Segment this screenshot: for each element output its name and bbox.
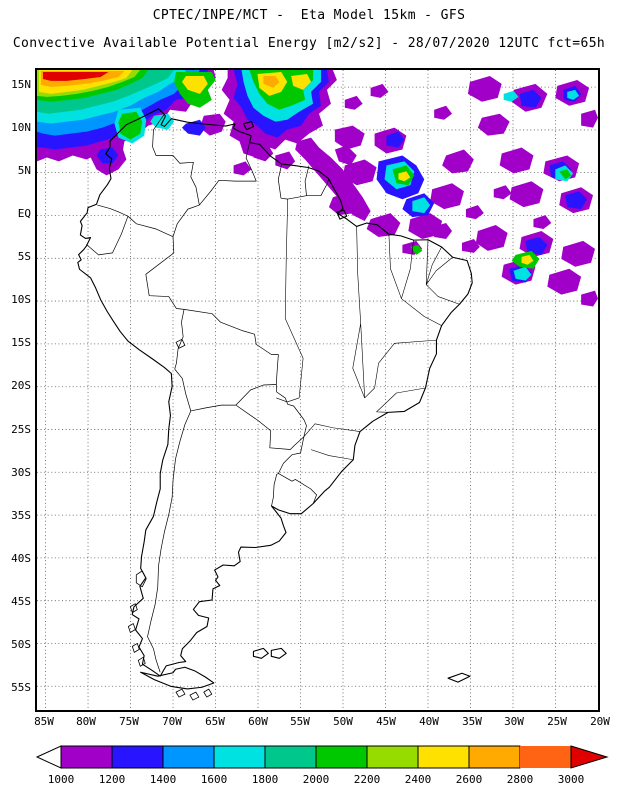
colorbar-cell [264,745,317,769]
colorbar-cell [213,745,266,769]
colorbar-tick-label: 2000 [302,773,330,786]
lat-tick-label: 5N [17,164,31,177]
lat-tick-label: 35S [11,509,31,522]
colorbar-cell [162,745,215,769]
colorbar-tick-label: 1000 [47,773,75,786]
south-america-coastline [77,108,473,677]
lat-tick-label: 15N [11,78,31,91]
lon-tick-label: 20W [590,715,610,728]
lon-tick-label: 25W [547,715,567,728]
lat-tick-label: 10S [11,293,31,306]
lat-tick-label: 25S [11,423,31,436]
marajo-island-outline [336,209,348,220]
lon-tick-label: 35W [462,715,482,728]
cape-contour-region [42,71,109,81]
map-frame [35,68,600,712]
south-georgia-outline [447,672,471,683]
colorbar-tick-label: 2200 [353,773,381,786]
lon-tick-label: 65W [205,715,225,728]
colorbar-tick-label: 2800 [506,773,534,786]
colorbar-cell [417,745,470,769]
colorbar-canvas [35,745,609,769]
cape-contour-region [37,70,580,281]
colorbar-tick-label: 1800 [251,773,279,786]
lon-tick-label: 50W [333,715,353,728]
falkland-islands-outline [252,647,287,659]
colorbar-cell [60,745,113,769]
colorbar-cell [315,745,368,769]
colorbar-cell [520,746,571,768]
colorbar-over-arrow [570,745,609,769]
lon-tick-label: 75W [119,715,139,728]
country-borders [86,114,329,673]
lon-tick-label: 60W [248,715,268,728]
cape-field [37,70,598,307]
lake-titicaca-outline [175,338,186,349]
map-canvas [37,70,598,710]
colorbar-tick-label: 1600 [200,773,228,786]
lon-tick-label: 45W [376,715,396,728]
colorbar-cell [366,745,419,769]
lon-tick-label: 40W [419,715,439,728]
colorbar [35,744,610,770]
trinidad-outline [242,121,255,131]
lon-tick-label: 55W [290,715,310,728]
lat-tick-label: 5S [17,250,31,263]
lat-tick-label: 20S [11,379,31,392]
colorbar-tick-label: 2400 [404,773,432,786]
colorbar-tick-label: 1200 [98,773,126,786]
lat-tick-label: 10N [11,121,31,134]
state-borders [276,199,460,461]
lat-tick-label: EQ [17,207,31,220]
lon-tick-label: 30W [504,715,524,728]
lat-tick-label: 55S [11,681,31,694]
page-title: CPTEC/INPE/MCT - Eta Model 15km - GFS [152,8,466,23]
lat-tick-label: 45S [11,595,31,608]
colorbar-under-arrow [35,745,62,769]
tierra-del-fuego-outline [140,666,215,690]
lat-tick-label: 15S [11,336,31,349]
coastlines [77,108,473,701]
lat-tick-label: 30S [11,466,31,479]
colorbar-cell [111,745,164,769]
lat-tick-label: 50S [11,638,31,651]
colorbar-tick-label: 3000 [557,773,585,786]
page-subtitle: Convective Available Potential Energy [m… [12,36,606,51]
lon-tick-label: 70W [162,715,182,728]
colorbar-cell [468,745,521,769]
chile-fjord-islands [127,570,213,701]
lon-tick-label: 85W [34,715,54,728]
lon-tick-label: 80W [76,715,96,728]
lat-tick-label: 40S [11,552,31,565]
colorbar-tick-label: 2600 [455,773,483,786]
colorbar-tick-label: 1400 [149,773,177,786]
